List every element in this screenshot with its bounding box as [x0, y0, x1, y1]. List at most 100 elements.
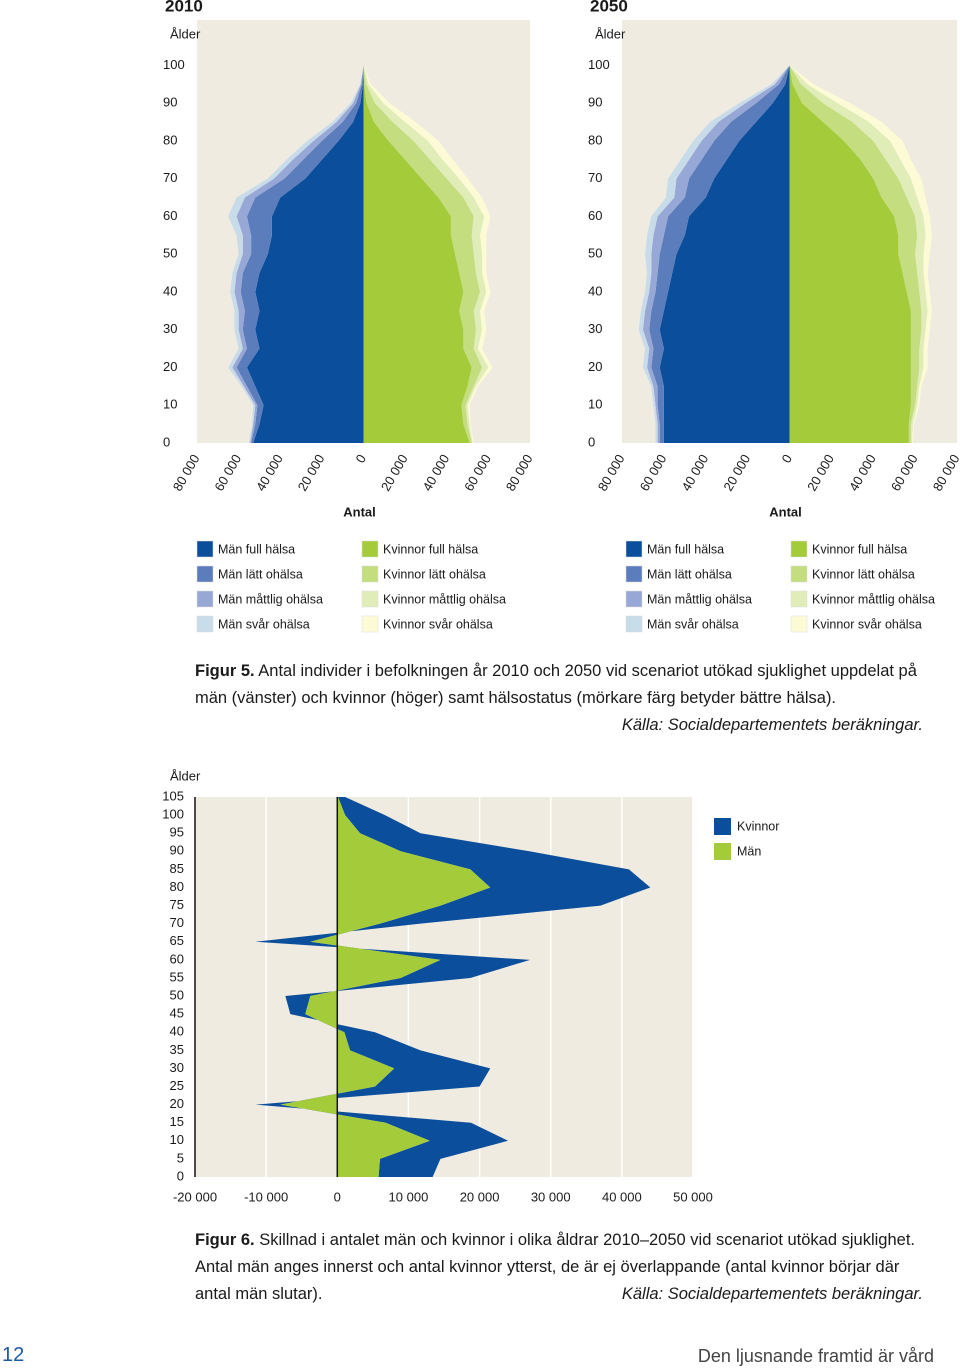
- x-tick-label: 30 000: [531, 1189, 571, 1204]
- legend-label: Män måttlig ohälsa: [218, 592, 323, 606]
- x-tick-label: 20 000: [460, 1189, 500, 1204]
- y-tick-label: 50: [588, 246, 602, 261]
- y-tick-label: 40: [170, 1024, 184, 1039]
- x-tick-label: 40 000: [678, 452, 711, 494]
- legend-swatch: [361, 590, 379, 608]
- y-tick-label: 20: [163, 359, 177, 374]
- area-band: [363, 65, 472, 444]
- x-tick-label: 0: [334, 1189, 341, 1204]
- caption-label: Figur 5.: [195, 662, 255, 680]
- x-tick-label: 40 000: [253, 452, 286, 494]
- y-tick-label: 0: [588, 434, 595, 449]
- y-tick-label: 90: [170, 843, 184, 858]
- y-tick-label: 90: [163, 95, 177, 110]
- area-band: [789, 65, 928, 444]
- y-tick-label: 30: [170, 1060, 184, 1075]
- y-tick-label: 90: [588, 95, 602, 110]
- legend-label: Män lätt ohälsa: [647, 567, 732, 581]
- legend-label: Kvinnor full hälsa: [383, 542, 478, 556]
- x-axis-label: Antal: [769, 504, 802, 519]
- y-tick-label: 5: [177, 1150, 184, 1165]
- x-tick-label: 0: [778, 452, 795, 466]
- y-tick-label: 100: [162, 807, 184, 822]
- y-axis-label: Ålder: [170, 768, 201, 783]
- legend-label: Män: [737, 844, 761, 858]
- legend-swatch: [625, 590, 643, 608]
- y-tick-label: 60: [588, 208, 602, 223]
- legend-label: Kvinnor full hälsa: [812, 542, 907, 556]
- legend-swatch: [196, 615, 214, 633]
- legend-swatch: [714, 818, 731, 835]
- y-tick-label: 80: [588, 132, 602, 147]
- legend-label: Kvinnor måttlig ohälsa: [383, 592, 506, 606]
- legend-swatch: [625, 565, 643, 583]
- area-band: [789, 65, 932, 444]
- caption: Figur 5. Antal individer i befolkningen …: [195, 658, 923, 739]
- x-tick-label: 40 000: [602, 1189, 642, 1204]
- x-tick-label: 60 000: [461, 452, 494, 494]
- legend-swatch: [790, 590, 808, 608]
- legend-swatch: [361, 565, 379, 583]
- area-band: [363, 65, 483, 444]
- legend-label: Män lätt ohälsa: [218, 567, 303, 581]
- x-tick-label: 40 000: [419, 452, 452, 494]
- y-tick-label: 35: [170, 1042, 184, 1057]
- x-axis-label: Antal: [343, 504, 376, 519]
- y-tick-label: 75: [170, 897, 184, 912]
- x-tick-label: 80 000: [170, 452, 203, 494]
- legend-swatch: [790, 615, 808, 633]
- y-tick-label: 30: [163, 321, 177, 336]
- area-band: [789, 65, 922, 444]
- y-tick-label: 70: [163, 170, 177, 185]
- legend-label: Män full hälsa: [218, 542, 295, 556]
- x-tick-label: 80 000: [595, 452, 628, 494]
- y-tick-label: 100: [163, 57, 185, 72]
- area-band: [659, 65, 790, 444]
- page-number: 12: [2, 1344, 25, 1366]
- x-tick-label: 20 000: [295, 452, 328, 494]
- legend-label: Kvinnor lätt ohälsa: [383, 567, 486, 581]
- legend-swatch: [196, 590, 214, 608]
- y-tick-label: 0: [177, 1168, 184, 1183]
- x-tick-label: 50 000: [673, 1189, 713, 1204]
- y-tick-label: 0: [163, 434, 170, 449]
- caption-label: Figur 6.: [195, 1231, 255, 1249]
- y-axis-label: Ålder: [595, 26, 626, 41]
- y-tick-label: 80: [170, 879, 184, 894]
- legend-label: Kvinnor lätt ohälsa: [812, 567, 915, 581]
- y-axis-label: Ålder: [170, 26, 201, 41]
- y-tick-label: 10: [163, 397, 177, 412]
- area-band: [246, 65, 364, 444]
- x-tick-label: 20 000: [720, 452, 753, 494]
- x-tick-label: 40 000: [846, 452, 879, 494]
- area-band: [649, 65, 790, 444]
- y-tick-label: 55: [170, 969, 184, 984]
- y-tick-label: 70: [588, 170, 602, 185]
- chart-title: 2050: [590, 0, 628, 15]
- area-band: [638, 65, 790, 444]
- y-tick-label: 60: [163, 208, 177, 223]
- y-tick-label: 10: [588, 397, 602, 412]
- y-tick-label: 95: [170, 825, 184, 840]
- legend-swatch: [196, 540, 214, 558]
- legend-swatch: [625, 615, 643, 633]
- y-tick-label: 25: [170, 1078, 184, 1093]
- y-tick-label: 10: [170, 1132, 184, 1147]
- x-tick-label: 10 000: [389, 1189, 429, 1204]
- legend-label: Kvinnor måttlig ohälsa: [812, 592, 935, 606]
- x-tick-label: 60 000: [637, 452, 670, 494]
- legend-label: Män måttlig ohälsa: [647, 592, 752, 606]
- legend-label: Män svår ohälsa: [647, 617, 739, 631]
- y-tick-label: 40: [163, 283, 177, 298]
- area: [255, 797, 651, 1177]
- area-band: [363, 65, 489, 444]
- x-tick-label: -10 000: [244, 1189, 288, 1204]
- legend-swatch: [361, 615, 379, 633]
- x-tick-label: 0: [352, 452, 369, 466]
- caption-source: Källa: Socialdepartementets beräkningar.: [621, 1285, 923, 1303]
- x-tick-label: 80 000: [930, 452, 960, 494]
- legend-swatch: [625, 540, 643, 558]
- caption-text: Antal individer i befolkningen år 2010 o…: [195, 662, 917, 707]
- y-tick-label: 105: [162, 788, 184, 803]
